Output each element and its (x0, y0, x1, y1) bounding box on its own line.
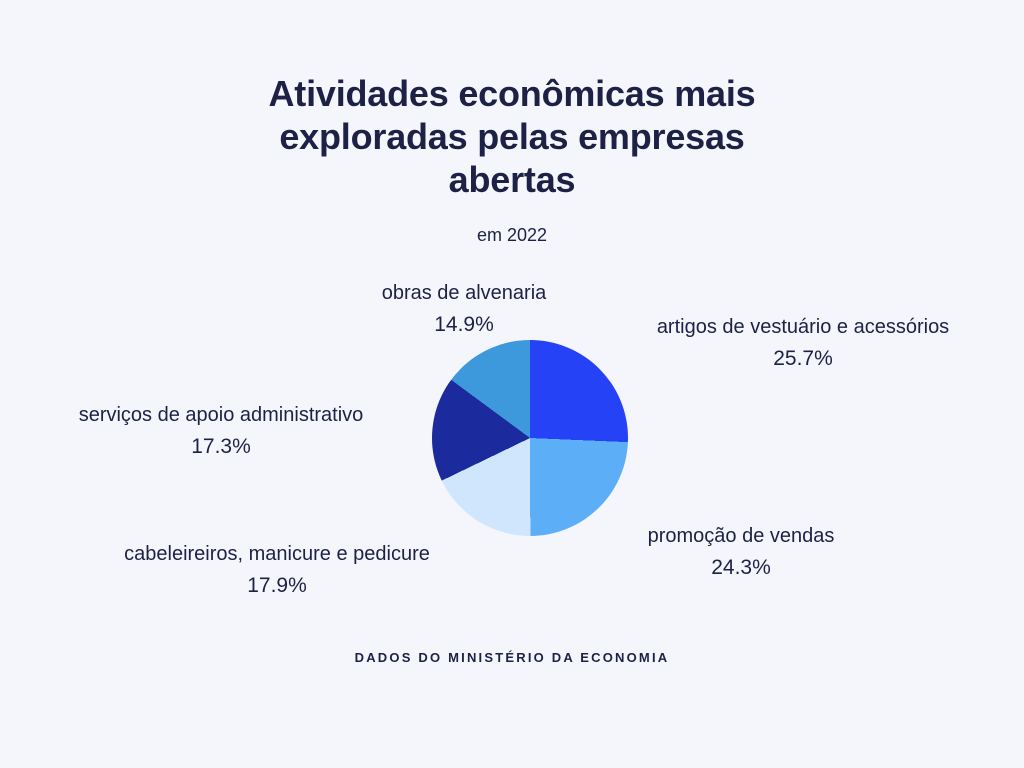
slice-label-cabeleireiros: cabeleireiros, manicure e pedicure 17.9% (124, 539, 430, 601)
page-title-line-3: abertas (448, 159, 576, 200)
slice-label-obras-de-alvenaria: obras de alvenaria 14.9% (382, 278, 547, 340)
slice-label-text: obras de alvenaria (381, 282, 547, 304)
slice-label-artigos-de-vestuario: artigos de vestuário e acessórios 25.7% (657, 312, 949, 374)
slice-label-promocao-de-vendas: promoção de vendas 24.3% (648, 521, 835, 583)
slice-label-text: promoção de vendas (647, 525, 835, 547)
slice-label-text: cabeleireiros, manicure e pedicure (124, 543, 430, 565)
pie-chart (432, 340, 628, 536)
slice-value-text: 17.9% (247, 574, 307, 597)
slice-label-servicos-apoio-administrativo: serviços de apoio administrativo 17.3% (79, 400, 364, 462)
slice-value-text: 25.7% (773, 347, 833, 370)
page-title-line-2: exploradas pelas empresas (279, 116, 745, 157)
slice-value-text: 14.9% (434, 313, 494, 336)
data-source-note: DADOS DO MINISTÉRIO DA ECONOMIA (354, 650, 670, 665)
chart-subtitle: em 2022 (476, 225, 548, 245)
slice-value-text: 17.3% (191, 435, 251, 458)
slice-value-text: 24.3% (711, 556, 771, 579)
slice-label-text: serviços de apoio administrativo (78, 404, 364, 426)
page-title: Atividades econômicas mais exploradas pe… (202, 72, 822, 201)
slice-label-text: artigos de vestuário e acessórios (656, 316, 950, 338)
page-title-line-1: Atividades econômicas mais (268, 73, 756, 114)
